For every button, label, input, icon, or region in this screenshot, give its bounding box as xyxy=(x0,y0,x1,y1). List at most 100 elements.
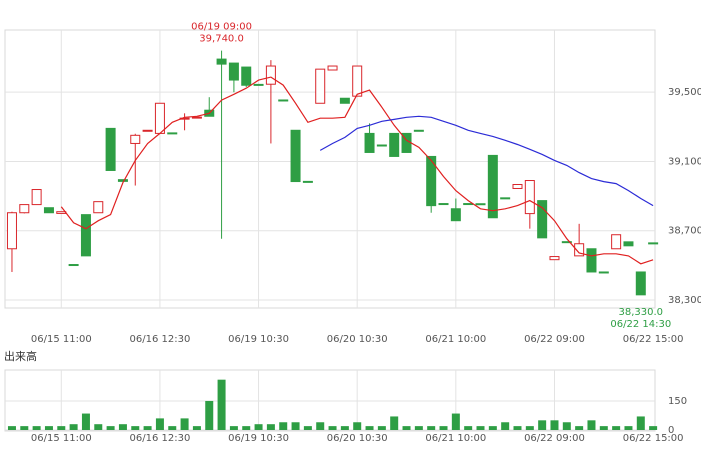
candle-body xyxy=(376,144,387,147)
volume-bar xyxy=(168,426,177,430)
volume-bar xyxy=(94,424,103,430)
volume-bar xyxy=(81,413,90,430)
candle-body xyxy=(339,97,350,104)
x-tick-label: 06/20 10:30 xyxy=(327,334,388,345)
candle-body xyxy=(475,203,486,206)
candle-body xyxy=(142,129,153,132)
volume-bar xyxy=(624,426,633,430)
main-frame xyxy=(4,29,656,309)
volume-bar xyxy=(279,422,288,430)
candle-body xyxy=(561,241,572,244)
candle-body xyxy=(537,200,548,239)
volume-bar xyxy=(488,426,497,430)
volume-bar xyxy=(501,422,510,430)
volume-bar xyxy=(525,426,534,430)
volume-bar xyxy=(377,426,386,430)
volume-bar xyxy=(464,426,473,430)
volume-bar xyxy=(143,426,152,430)
candle-body xyxy=(635,271,646,296)
volume-bar xyxy=(587,420,596,430)
candle-body xyxy=(6,212,17,250)
x-tick-label: 06/15 11:00 xyxy=(31,433,92,444)
annotation-label: 06/19 09:00 xyxy=(191,22,252,33)
volume-bar xyxy=(427,426,436,430)
volume-bar xyxy=(575,426,584,430)
volume-bar xyxy=(32,426,41,430)
candle-body xyxy=(228,62,239,81)
candle-body xyxy=(56,211,67,214)
volume-bar xyxy=(180,418,189,430)
candle-body xyxy=(43,207,54,214)
candle-body xyxy=(93,201,104,214)
volume-bar xyxy=(217,379,226,430)
volume-bar xyxy=(20,426,29,430)
volume-bar xyxy=(69,424,78,430)
volume-bar xyxy=(303,426,312,430)
x-tick-label: 06/16 12:30 xyxy=(130,334,191,345)
candle-body xyxy=(68,264,79,267)
candle-body xyxy=(389,132,400,157)
volume-title: 出来高 xyxy=(4,349,37,363)
volume-bar xyxy=(242,426,251,430)
y-tick-label: 0 xyxy=(668,425,674,436)
candle-body xyxy=(648,242,659,245)
volume-bar xyxy=(476,426,485,430)
volume-bar xyxy=(353,422,362,430)
candle-body xyxy=(117,179,128,182)
volume-bar xyxy=(414,426,423,430)
x-tick-label: 06/22 15:00 xyxy=(623,433,684,444)
candle-body xyxy=(290,129,301,183)
candle-body xyxy=(586,248,597,273)
volume-bar xyxy=(649,426,658,430)
candle-body xyxy=(623,241,634,247)
volume-bar xyxy=(106,426,115,430)
volume-bar xyxy=(390,416,399,430)
candle-body xyxy=(167,132,178,135)
x-tick-label: 06/22 09:00 xyxy=(524,334,585,345)
x-tick-label: 06/22 09:00 xyxy=(524,433,585,444)
volume-bar xyxy=(538,420,547,430)
candle-body xyxy=(265,65,276,85)
moving-average-line xyxy=(319,115,654,207)
volume-bar xyxy=(402,426,411,430)
candle-body xyxy=(574,243,585,257)
candle-body xyxy=(191,116,202,119)
candle-body xyxy=(549,256,560,261)
volume-bar xyxy=(7,426,16,430)
volume-bar xyxy=(254,424,263,430)
y-tick-label: 38,300 xyxy=(668,295,701,306)
y-tick-label: 39,100 xyxy=(668,156,701,167)
volume-bar xyxy=(57,426,66,430)
candle-body xyxy=(463,203,474,206)
volume-bar xyxy=(131,426,140,430)
volume-bar xyxy=(599,426,608,430)
volume-bar xyxy=(365,426,374,430)
volume-bar xyxy=(513,426,522,430)
x-tick-label: 06/20 10:30 xyxy=(327,433,388,444)
candle-body xyxy=(598,271,609,274)
x-tick-label: 06/16 12:30 xyxy=(130,433,191,444)
candle-body xyxy=(327,65,338,71)
candle-body xyxy=(253,83,264,86)
volume-bar xyxy=(205,400,214,430)
candle-body xyxy=(524,180,535,215)
volume-bar xyxy=(192,426,201,430)
volume-bar xyxy=(340,426,349,430)
x-tick-label: 06/19 10:30 xyxy=(228,433,289,444)
candle-body xyxy=(450,208,461,222)
x-tick-label: 06/21 10:00 xyxy=(425,334,486,345)
candle-body xyxy=(438,203,449,206)
volume-bar xyxy=(612,426,621,430)
candle-body xyxy=(80,214,91,257)
x-tick-label: 06/22 15:00 xyxy=(623,334,684,345)
candle-body xyxy=(487,154,498,219)
candle-body xyxy=(512,184,523,189)
x-tick-label: 06/21 10:00 xyxy=(425,433,486,444)
volume-bar xyxy=(451,413,460,430)
volume-bar xyxy=(316,422,325,430)
candle-body xyxy=(19,204,30,214)
candle-body xyxy=(105,127,116,171)
candle-body xyxy=(611,234,622,250)
